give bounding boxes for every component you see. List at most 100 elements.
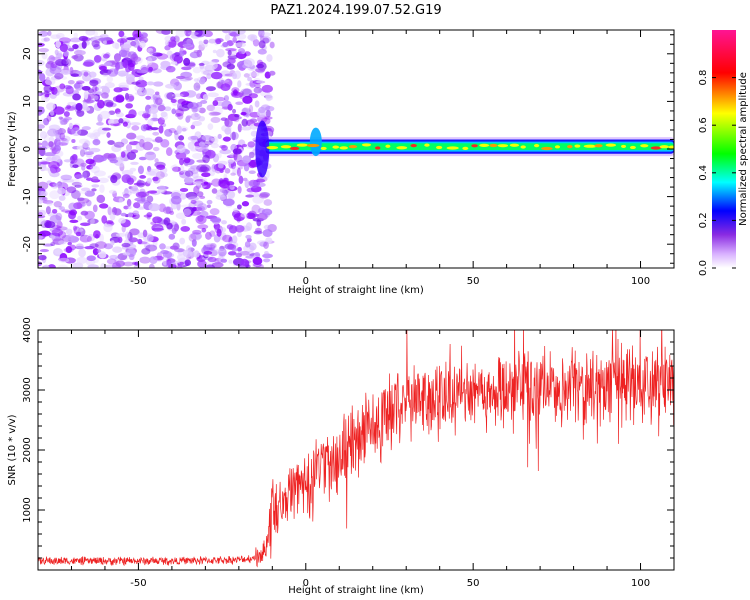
noise-cell bbox=[231, 226, 240, 232]
noise-cell bbox=[176, 125, 182, 135]
noise-cell bbox=[183, 57, 191, 66]
noise-cell bbox=[170, 195, 182, 205]
noise-cell bbox=[197, 205, 206, 212]
noise-cell bbox=[77, 215, 83, 221]
noise-cell bbox=[215, 38, 222, 45]
noise-cell bbox=[52, 182, 65, 188]
noise-cell bbox=[160, 172, 168, 178]
noise-cell bbox=[240, 88, 251, 95]
signal-hot-spot bbox=[479, 143, 490, 147]
noise-cell bbox=[181, 66, 192, 71]
noise-cell bbox=[77, 197, 90, 204]
noise-cell bbox=[233, 208, 239, 213]
spectrogram-y-axis-label: Frequency (Hz) bbox=[7, 111, 18, 187]
noise-cell bbox=[192, 229, 202, 235]
noise-cell bbox=[76, 109, 85, 117]
noise-cell bbox=[97, 99, 105, 109]
noise-cell bbox=[230, 172, 236, 176]
noise-cell bbox=[51, 208, 58, 214]
noise-cell bbox=[261, 208, 273, 216]
noise-cell bbox=[86, 234, 96, 242]
noise-cell bbox=[174, 51, 181, 57]
noise-cell bbox=[222, 136, 231, 142]
signal-hot-spot bbox=[489, 143, 498, 148]
noise-cell bbox=[179, 187, 189, 192]
noise-cell bbox=[72, 225, 78, 231]
noise-cell bbox=[113, 53, 122, 62]
noise-cell bbox=[168, 233, 176, 240]
noise-cell bbox=[121, 224, 126, 233]
noise-cell bbox=[205, 264, 215, 268]
noise-cell bbox=[144, 242, 151, 250]
noise-cell bbox=[211, 216, 222, 224]
noise-cell bbox=[187, 196, 200, 201]
noise-cell bbox=[152, 176, 159, 182]
noise-cell bbox=[76, 47, 82, 57]
noise-cell bbox=[113, 208, 122, 216]
noise-cell bbox=[160, 111, 168, 118]
noise-cell bbox=[84, 245, 95, 250]
noise-cell bbox=[247, 159, 257, 169]
noise-cell bbox=[63, 50, 70, 57]
noise-cell bbox=[219, 179, 230, 189]
noise-cell bbox=[245, 234, 252, 239]
noise-cell bbox=[125, 103, 133, 109]
noise-cell bbox=[67, 101, 77, 106]
noise-cell bbox=[196, 49, 203, 58]
noise-cell bbox=[106, 75, 114, 83]
noise-cell bbox=[156, 189, 165, 194]
noise-cell bbox=[231, 91, 244, 99]
noise-cell bbox=[62, 178, 75, 183]
noise-cell bbox=[263, 224, 272, 230]
noise-cell bbox=[38, 30, 49, 37]
noise-cell bbox=[237, 123, 242, 133]
noise-cell bbox=[122, 59, 129, 69]
noise-cell bbox=[102, 40, 108, 45]
noise-cell bbox=[190, 199, 197, 204]
noise-cell bbox=[101, 215, 108, 224]
noise-cell bbox=[257, 48, 267, 55]
noise-cell bbox=[72, 262, 84, 268]
signal-hot-spot bbox=[594, 144, 603, 148]
noise-cell bbox=[201, 70, 210, 75]
noise-cell bbox=[111, 144, 122, 153]
noise-cell bbox=[59, 132, 66, 140]
noise-cell bbox=[110, 240, 115, 246]
noise-cell bbox=[214, 248, 226, 253]
noise-cell bbox=[85, 30, 96, 36]
noise-cell bbox=[50, 62, 58, 69]
noise-cell bbox=[208, 38, 217, 44]
noise-cell bbox=[146, 57, 153, 66]
noise-cell bbox=[263, 258, 271, 263]
noise-cell bbox=[169, 53, 182, 62]
noise-cell bbox=[223, 95, 230, 102]
noise-cell bbox=[172, 166, 182, 172]
noise-cell bbox=[269, 41, 275, 49]
noise-cell bbox=[82, 61, 94, 67]
noise-cell bbox=[71, 55, 79, 60]
noise-cell bbox=[232, 165, 240, 174]
noise-cell bbox=[164, 92, 174, 100]
noise-cell bbox=[98, 65, 108, 71]
noise-cell bbox=[80, 162, 87, 167]
noise-cell bbox=[231, 131, 236, 141]
colorbar-label: Normalized spectral amplitude bbox=[738, 72, 749, 226]
noise-cell bbox=[146, 177, 152, 184]
noise-cell bbox=[109, 211, 116, 221]
noise-cell bbox=[184, 259, 191, 267]
noise-cell bbox=[187, 31, 199, 36]
noise-cell bbox=[231, 87, 240, 94]
noise-cell bbox=[44, 221, 56, 229]
noise-cell bbox=[240, 258, 249, 267]
spectrogram-x-tick-label: 100 bbox=[631, 276, 650, 287]
noise-cell bbox=[148, 168, 160, 176]
noise-cell bbox=[156, 53, 168, 60]
noise-cell bbox=[227, 251, 237, 256]
noise-cell bbox=[134, 91, 146, 96]
spectrogram-x-tick-label: 50 bbox=[467, 276, 480, 287]
noise-cell bbox=[196, 211, 202, 216]
noise-cell bbox=[109, 159, 119, 164]
noise-cell bbox=[265, 95, 274, 101]
noise-cell bbox=[38, 209, 47, 217]
signal-hot-spot bbox=[446, 146, 459, 150]
